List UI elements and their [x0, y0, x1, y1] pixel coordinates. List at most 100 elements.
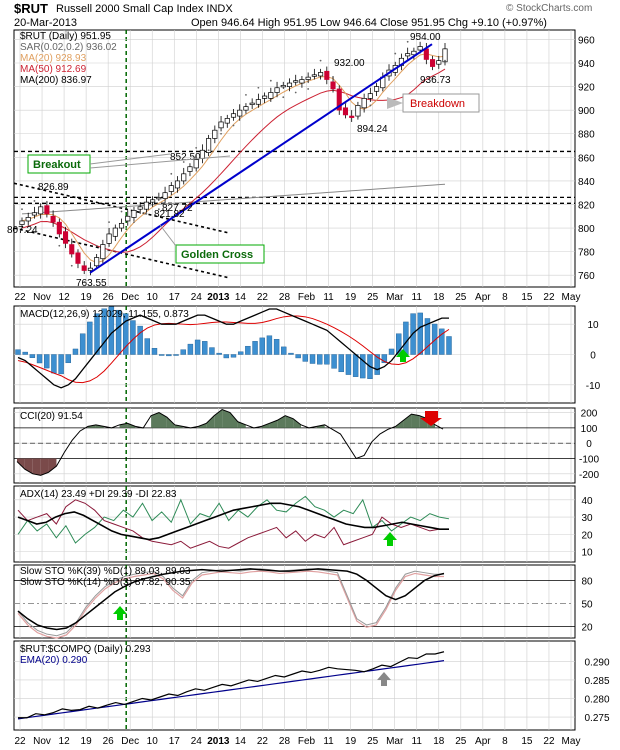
- sar-dot: [431, 77, 434, 80]
- price-value-label: 954.00: [410, 32, 441, 43]
- x-tick-label: 25: [367, 292, 379, 303]
- macd-y-tick-label: 10: [587, 320, 599, 331]
- macd-histogram-bar: [403, 321, 409, 355]
- macd-histogram-bar: [194, 339, 201, 355]
- sar-dot: [357, 116, 359, 119]
- candle-body: [19, 220, 25, 225]
- green-arrow-icon: [396, 349, 410, 362]
- price-y-tick-label: 760: [578, 271, 595, 282]
- x-tick-label-bottom: 26: [103, 736, 115, 747]
- candle-body: [131, 210, 137, 218]
- price-y-tick-label: 800: [578, 224, 595, 235]
- macd-y-tick-label: 0: [590, 351, 596, 362]
- candle-body: [336, 88, 342, 111]
- x-tick-label: 22: [543, 292, 555, 303]
- ratio-y-tick-label: 0.285: [584, 676, 609, 687]
- ma20-line: [21, 53, 446, 264]
- x-tick-label-bottom: 19: [81, 736, 93, 747]
- x-tick-label-bottom: 18: [433, 736, 445, 747]
- x-tick-label: 17: [169, 292, 181, 303]
- adx-minus-di-line: [17, 499, 449, 549]
- price-y-tick-label: 940: [578, 59, 595, 70]
- candle-body: [50, 215, 56, 223]
- macd-histogram-bar: [79, 333, 86, 355]
- macd-histogram-bar: [123, 313, 129, 355]
- x-tick-label: 14: [235, 292, 247, 303]
- x-tick-label: 26: [103, 292, 115, 303]
- sar-dot: [95, 244, 98, 247]
- sar-dot: [332, 76, 334, 79]
- candle-body: [100, 244, 106, 260]
- breakdown-label: Breakdown: [410, 98, 465, 110]
- candle-body: [318, 72, 324, 77]
- cci-overbought-fill: [411, 414, 420, 428]
- price-legend-item: $RUT (Daily) 951.95: [20, 31, 111, 42]
- candle-body: [286, 82, 293, 87]
- price-y-tick-label: 780: [578, 248, 595, 259]
- cci-y-tick-label: 100: [581, 424, 598, 435]
- sar-dot: [282, 96, 285, 99]
- price-legend-item: MA(200) 836.97: [20, 75, 92, 86]
- cci-overbought-fill: [206, 415, 215, 428]
- sto-y-tick-label: 80: [581, 576, 593, 587]
- ratio-y-tick-label: 0.290: [584, 657, 609, 668]
- macd-histogram-bar: [345, 354, 352, 375]
- macd-histogram-bar: [15, 349, 21, 355]
- x-tick-label-bottom: Feb: [298, 736, 316, 747]
- red-arrow-icon: [420, 411, 442, 426]
- x-tick-label: Nov: [33, 292, 51, 303]
- candle-body: [174, 180, 181, 189]
- candle-body: [243, 106, 249, 111]
- sar-dot: [21, 208, 23, 211]
- price-y-tick-label: 860: [578, 153, 595, 164]
- x-tick-label: Feb: [298, 292, 316, 303]
- price-legend-item: MA(20) 928.93: [20, 53, 87, 64]
- macd-histogram-bar: [331, 354, 337, 369]
- price-y-tick-label: 840: [578, 177, 595, 188]
- macd-histogram-bar: [317, 354, 323, 365]
- cci-overbought-fill: [277, 415, 286, 428]
- x-tick-label-bottom: Nov: [33, 736, 51, 747]
- x-tick-label-bottom: Apr: [475, 736, 491, 747]
- sar-dot: [394, 52, 397, 55]
- sar-dot: [419, 33, 422, 36]
- sto-legend-1: Slow STO %K(39) %D(1) 89.03, 89.03: [20, 566, 191, 577]
- candle-body: [342, 107, 349, 116]
- candle-body: [193, 159, 199, 169]
- macd-histogram-bar: [151, 348, 158, 355]
- macd-histogram-bar: [259, 337, 265, 355]
- cci-y-tick-label: -100: [579, 455, 599, 466]
- sto39-line: [17, 568, 445, 631]
- x-tick-label: 15: [521, 292, 533, 303]
- price-y-tick-label: 880: [578, 130, 595, 141]
- cci-y-tick-label: -200: [579, 470, 599, 481]
- candle-body: [249, 102, 255, 105]
- ratio-line: [18, 651, 445, 719]
- cci-overbought-fill: [230, 412, 238, 428]
- green-arrow-icon-adx: [383, 532, 397, 546]
- macd-histogram-bar: [36, 354, 43, 364]
- macd-histogram-bar: [166, 354, 172, 357]
- candle-body: [430, 59, 436, 67]
- price-y-tick-label: 920: [578, 83, 595, 94]
- candle-body: [31, 212, 37, 216]
- macd-histogram-bar: [446, 336, 452, 355]
- macd-histogram-bar: [338, 354, 344, 373]
- x-tick-label: May: [562, 292, 581, 303]
- candle-body: [417, 46, 423, 51]
- x-tick-label-bottom: May: [562, 736, 581, 747]
- panel-frame-sto: [13, 564, 576, 639]
- price-value-label: 936.73: [420, 75, 451, 86]
- cci-line: [16, 408, 444, 476]
- macd-histogram-bar: [202, 341, 208, 355]
- sar-dot: [195, 146, 198, 149]
- candle-body: [199, 149, 205, 159]
- breakout-pointer-2: [89, 155, 231, 169]
- candle-body: [206, 138, 212, 153]
- sar-dot: [406, 40, 409, 43]
- cci-overbought-fill: [403, 414, 412, 428]
- x-tick-label: 10: [147, 292, 159, 303]
- price-value-label: 852.50: [170, 152, 201, 163]
- candle-body: [162, 192, 168, 199]
